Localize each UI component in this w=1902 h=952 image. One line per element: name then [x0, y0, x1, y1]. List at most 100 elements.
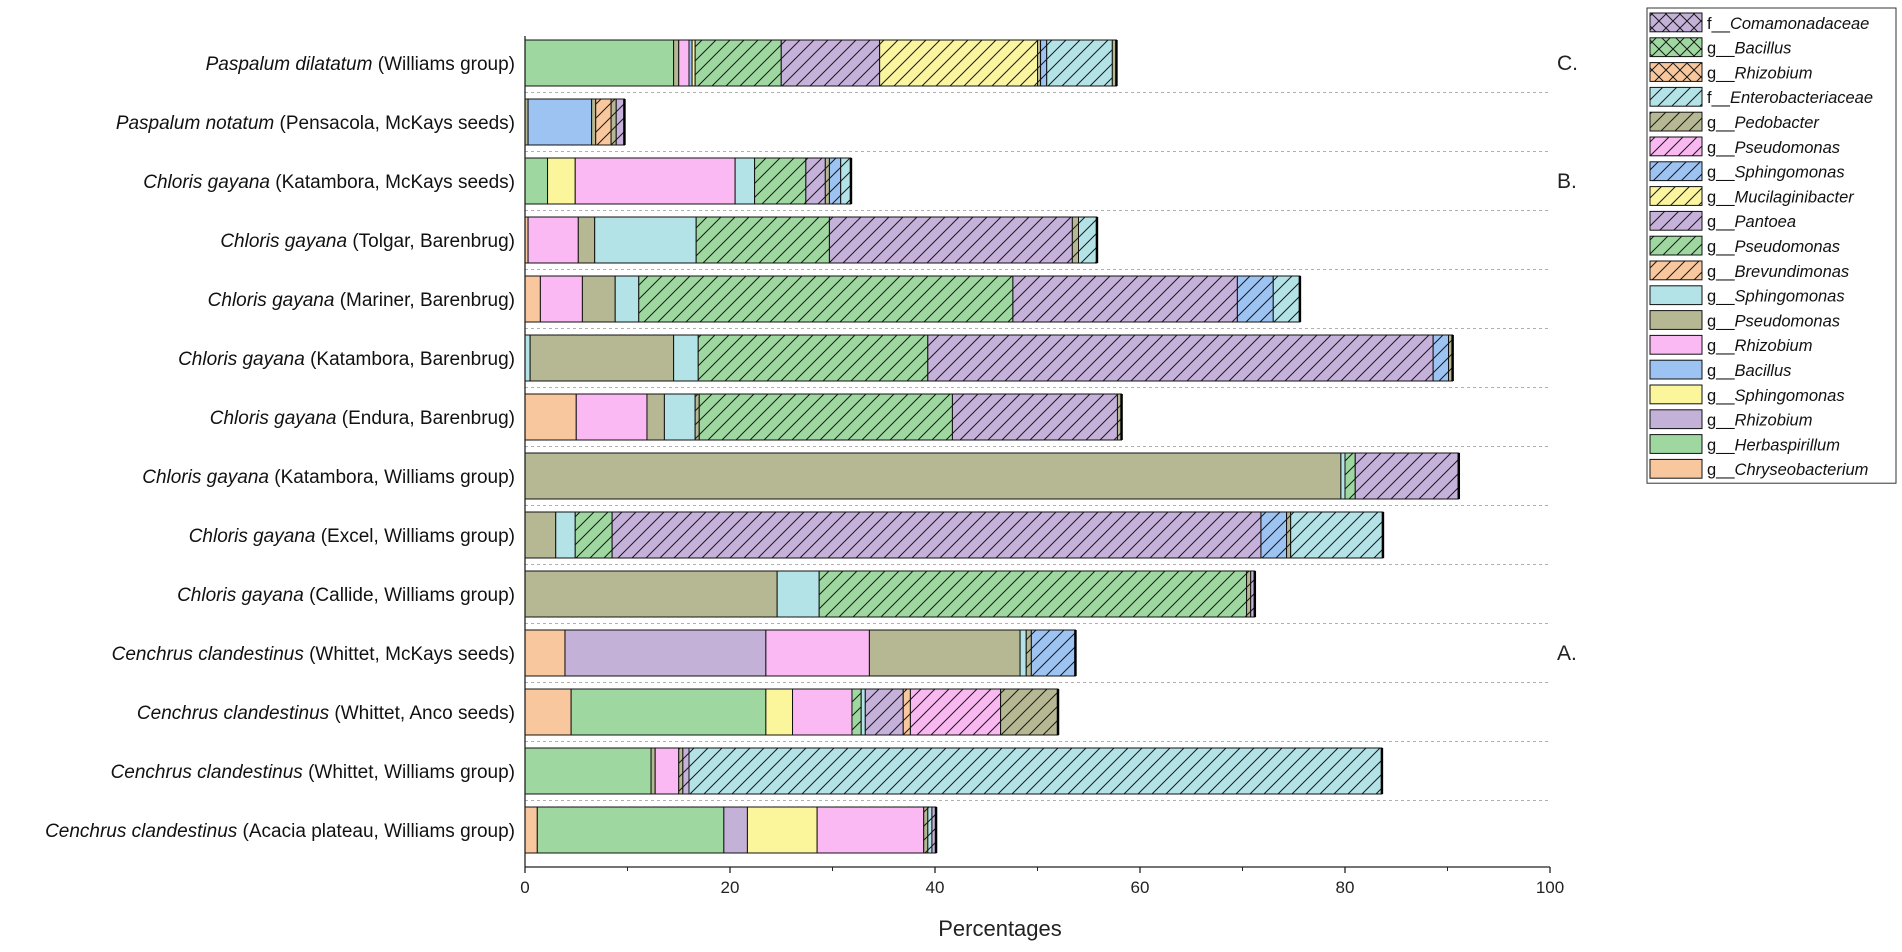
- bar-row: [524, 334, 1454, 382]
- bar-segment: [818, 570, 1248, 618]
- bar-segment: [1290, 511, 1384, 559]
- bar-segment: [524, 570, 778, 618]
- bar-segment: [539, 275, 583, 323]
- legend-label: g__Pseudomonas: [1707, 139, 1840, 157]
- legend-swatch: [1649, 310, 1703, 330]
- bar-segment: [524, 747, 652, 795]
- bar-segment: [547, 157, 576, 205]
- bar-segment: [610, 98, 617, 146]
- legend-swatch: [1649, 111, 1703, 132]
- group-annotation: C.: [1557, 52, 1578, 75]
- legend-swatch: [1649, 260, 1703, 281]
- legend-label: g__Sphingomonas: [1707, 387, 1845, 405]
- legend-label: g__Pseudomonas: [1707, 312, 1840, 330]
- bar-segment: [527, 216, 579, 264]
- bar-segment: [816, 806, 925, 854]
- legend-swatch: [1649, 186, 1703, 206]
- x-axis: 0 20 40 60 80 100: [520, 36, 1564, 897]
- bar-segment: [765, 688, 794, 736]
- bar-segment: [697, 334, 929, 382]
- bar-row: [524, 688, 1060, 736]
- legend-label: g__Sphingomonas: [1707, 164, 1845, 182]
- bar-row: [524, 511, 1385, 559]
- bar-segment: [805, 157, 826, 205]
- bar-segment: [595, 98, 612, 146]
- bar-segment: [673, 334, 699, 382]
- legend-swatch: [1649, 86, 1703, 107]
- bar-segment: [1040, 39, 1048, 87]
- bar-segment: [864, 688, 904, 736]
- bar-segment: [851, 688, 862, 736]
- bar-segment: [678, 39, 690, 87]
- bar-row: [524, 393, 1123, 441]
- bar-row: [524, 216, 1099, 264]
- bar-row: [524, 157, 853, 205]
- x-tick-label: 20: [721, 878, 740, 897]
- bar-segment: [1344, 452, 1356, 500]
- legend-swatch: [1649, 384, 1703, 405]
- category-label: Chloris gayana (Callide, Williams group): [177, 585, 515, 606]
- bar-segment: [524, 452, 1342, 500]
- bar-segment: [951, 393, 1118, 441]
- category-label: Chloris gayana (Katambora, Williams grou…: [142, 467, 515, 488]
- bar-segment: [614, 275, 640, 323]
- bar-segment: [1272, 275, 1301, 323]
- bar-segment: [577, 216, 596, 264]
- bar-segment: [1071, 216, 1079, 264]
- bar-segment: [1260, 511, 1288, 559]
- x-tick-label: 40: [926, 878, 945, 897]
- bar-segment: [524, 157, 549, 205]
- category-label: Cenchrus clandestinus (Acacia plateau, W…: [45, 821, 515, 842]
- bar-segment: [828, 216, 1073, 264]
- bar-row: [524, 275, 1302, 323]
- category-label: Chloris gayana (Tolgar, Barenbrug): [220, 231, 515, 252]
- annotations: C. B. A.: [1557, 52, 1578, 665]
- x-tick-label: 0: [520, 878, 529, 897]
- bar-segment: [1246, 570, 1252, 618]
- category-label: Cenchrus clandestinus (Whittet, Anco see…: [137, 703, 515, 724]
- bar-segment: [1025, 629, 1032, 677]
- bar-segment: [1046, 39, 1113, 87]
- bar-segment: [527, 98, 593, 146]
- category-label: Paspalum dilatatum (Williams group): [206, 54, 515, 75]
- bar-row: [524, 98, 626, 146]
- bar-segment: [536, 806, 725, 854]
- legend-label: g__Herbaspirillum: [1707, 436, 1840, 454]
- category-labels: Paspalum dilatatum (Williams group) Paspa…: [45, 54, 515, 842]
- legend-swatch: [1649, 235, 1703, 256]
- bar-segment: [524, 629, 566, 677]
- bar-row: [524, 629, 1077, 677]
- bar-segment: [581, 275, 616, 323]
- bar-segment: [663, 393, 696, 441]
- bar-segment: [698, 393, 953, 441]
- bar-segment: [594, 216, 697, 264]
- bar-segment: [524, 39, 675, 87]
- bar-segment: [646, 393, 665, 441]
- legend-swatch: [1649, 359, 1703, 380]
- bar-segment: [654, 747, 680, 795]
- bar-segment: [1030, 629, 1076, 677]
- bar-segment: [650, 747, 656, 795]
- bar-segment: [923, 806, 929, 854]
- bar-segment: [574, 511, 613, 559]
- x-tick-label: 80: [1336, 878, 1355, 897]
- bar-segment: [828, 157, 842, 205]
- bar-segment: [524, 511, 557, 559]
- bar-segment: [574, 157, 736, 205]
- bar-segment: [765, 629, 870, 677]
- legend-swatch: [1649, 434, 1703, 454]
- legend-swatch: [1649, 334, 1703, 355]
- legend-swatch: [1649, 285, 1703, 306]
- bar-row: [524, 39, 1118, 87]
- bar-segment: [1340, 452, 1346, 500]
- legend-label: g__Bacillus: [1707, 40, 1791, 58]
- bar-segment: [860, 688, 866, 736]
- bar-segment: [688, 747, 1383, 795]
- bar-segment: [1000, 688, 1059, 736]
- category-label: Chloris gayana (Mariner, Barenbrug): [208, 290, 515, 311]
- bar-segment: [792, 688, 853, 736]
- bar-segment: [524, 806, 538, 854]
- bars-layer: [524, 39, 1461, 854]
- group-annotation: A.: [1557, 642, 1577, 665]
- bar-segment: [529, 334, 675, 382]
